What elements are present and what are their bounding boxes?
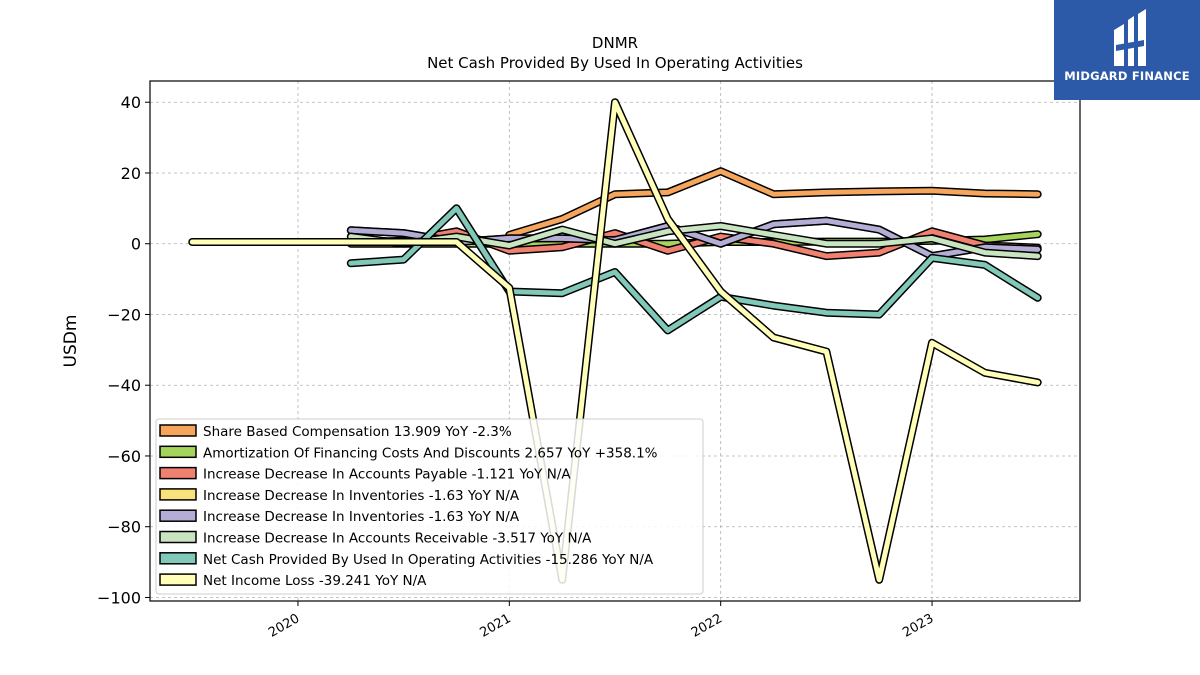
chart-title: DNMR (592, 34, 638, 52)
legend-swatch (160, 425, 196, 436)
legend-entry: Amortization Of Financing Costs And Disc… (203, 445, 658, 461)
x-tick-label: 2021 (477, 611, 513, 641)
y-tick-label: −20 (107, 305, 141, 324)
y-tick-label: −80 (107, 518, 141, 537)
legend-entry: Net Income Loss -39.241 YoY N/A (203, 573, 427, 589)
legend: Share Based Compensation 13.909 YoY -2.3… (156, 419, 703, 594)
legend-entry: Share Based Compensation 13.909 YoY -2.3… (203, 424, 512, 440)
y-axis-ticks: 40 20 0 −20 −40 −60 −80 −100 (97, 93, 150, 607)
x-axis-ticks: 2020 2021 2022 2023 (266, 601, 936, 641)
x-tick-label: 2023 (900, 611, 936, 641)
y-tick-label: 40 (121, 93, 141, 112)
legend-swatch (160, 510, 196, 521)
legend-swatch (160, 574, 196, 585)
legend-entry: Increase Decrease In Accounts Receivable… (203, 531, 592, 547)
legend-swatch (160, 446, 196, 457)
y-axis-label: USDm (61, 315, 81, 368)
legend-swatch (160, 553, 196, 564)
chart: DNMR Net Cash Provided By Used In Operat… (0, 0, 1200, 675)
brand-logo: MIDGARD FINANCE (1054, 0, 1200, 100)
logo-mark-icon (1054, 0, 1200, 66)
logo-text: MIDGARD FINANCE (1054, 69, 1200, 83)
legend-entry: Net Cash Provided By Used In Operating A… (203, 552, 654, 568)
y-tick-label: 0 (131, 235, 141, 254)
y-tick-label: 20 (121, 164, 141, 183)
chart-subtitle: Net Cash Provided By Used In Operating A… (427, 54, 803, 72)
legend-entry: Increase Decrease In Accounts Payable -1… (203, 467, 571, 483)
legend-entry: Increase Decrease In Inventories -1.63 Y… (203, 488, 520, 504)
legend-swatch (160, 468, 196, 479)
y-tick-label: −40 (107, 376, 141, 395)
y-tick-label: −100 (97, 588, 141, 607)
x-tick-label: 2020 (266, 611, 302, 641)
legend-swatch (160, 489, 196, 500)
y-tick-label: −60 (107, 447, 141, 466)
legend-entry: Increase Decrease In Inventories -1.63 Y… (203, 509, 520, 525)
legend-swatch (160, 532, 196, 543)
x-tick-label: 2022 (689, 611, 725, 641)
